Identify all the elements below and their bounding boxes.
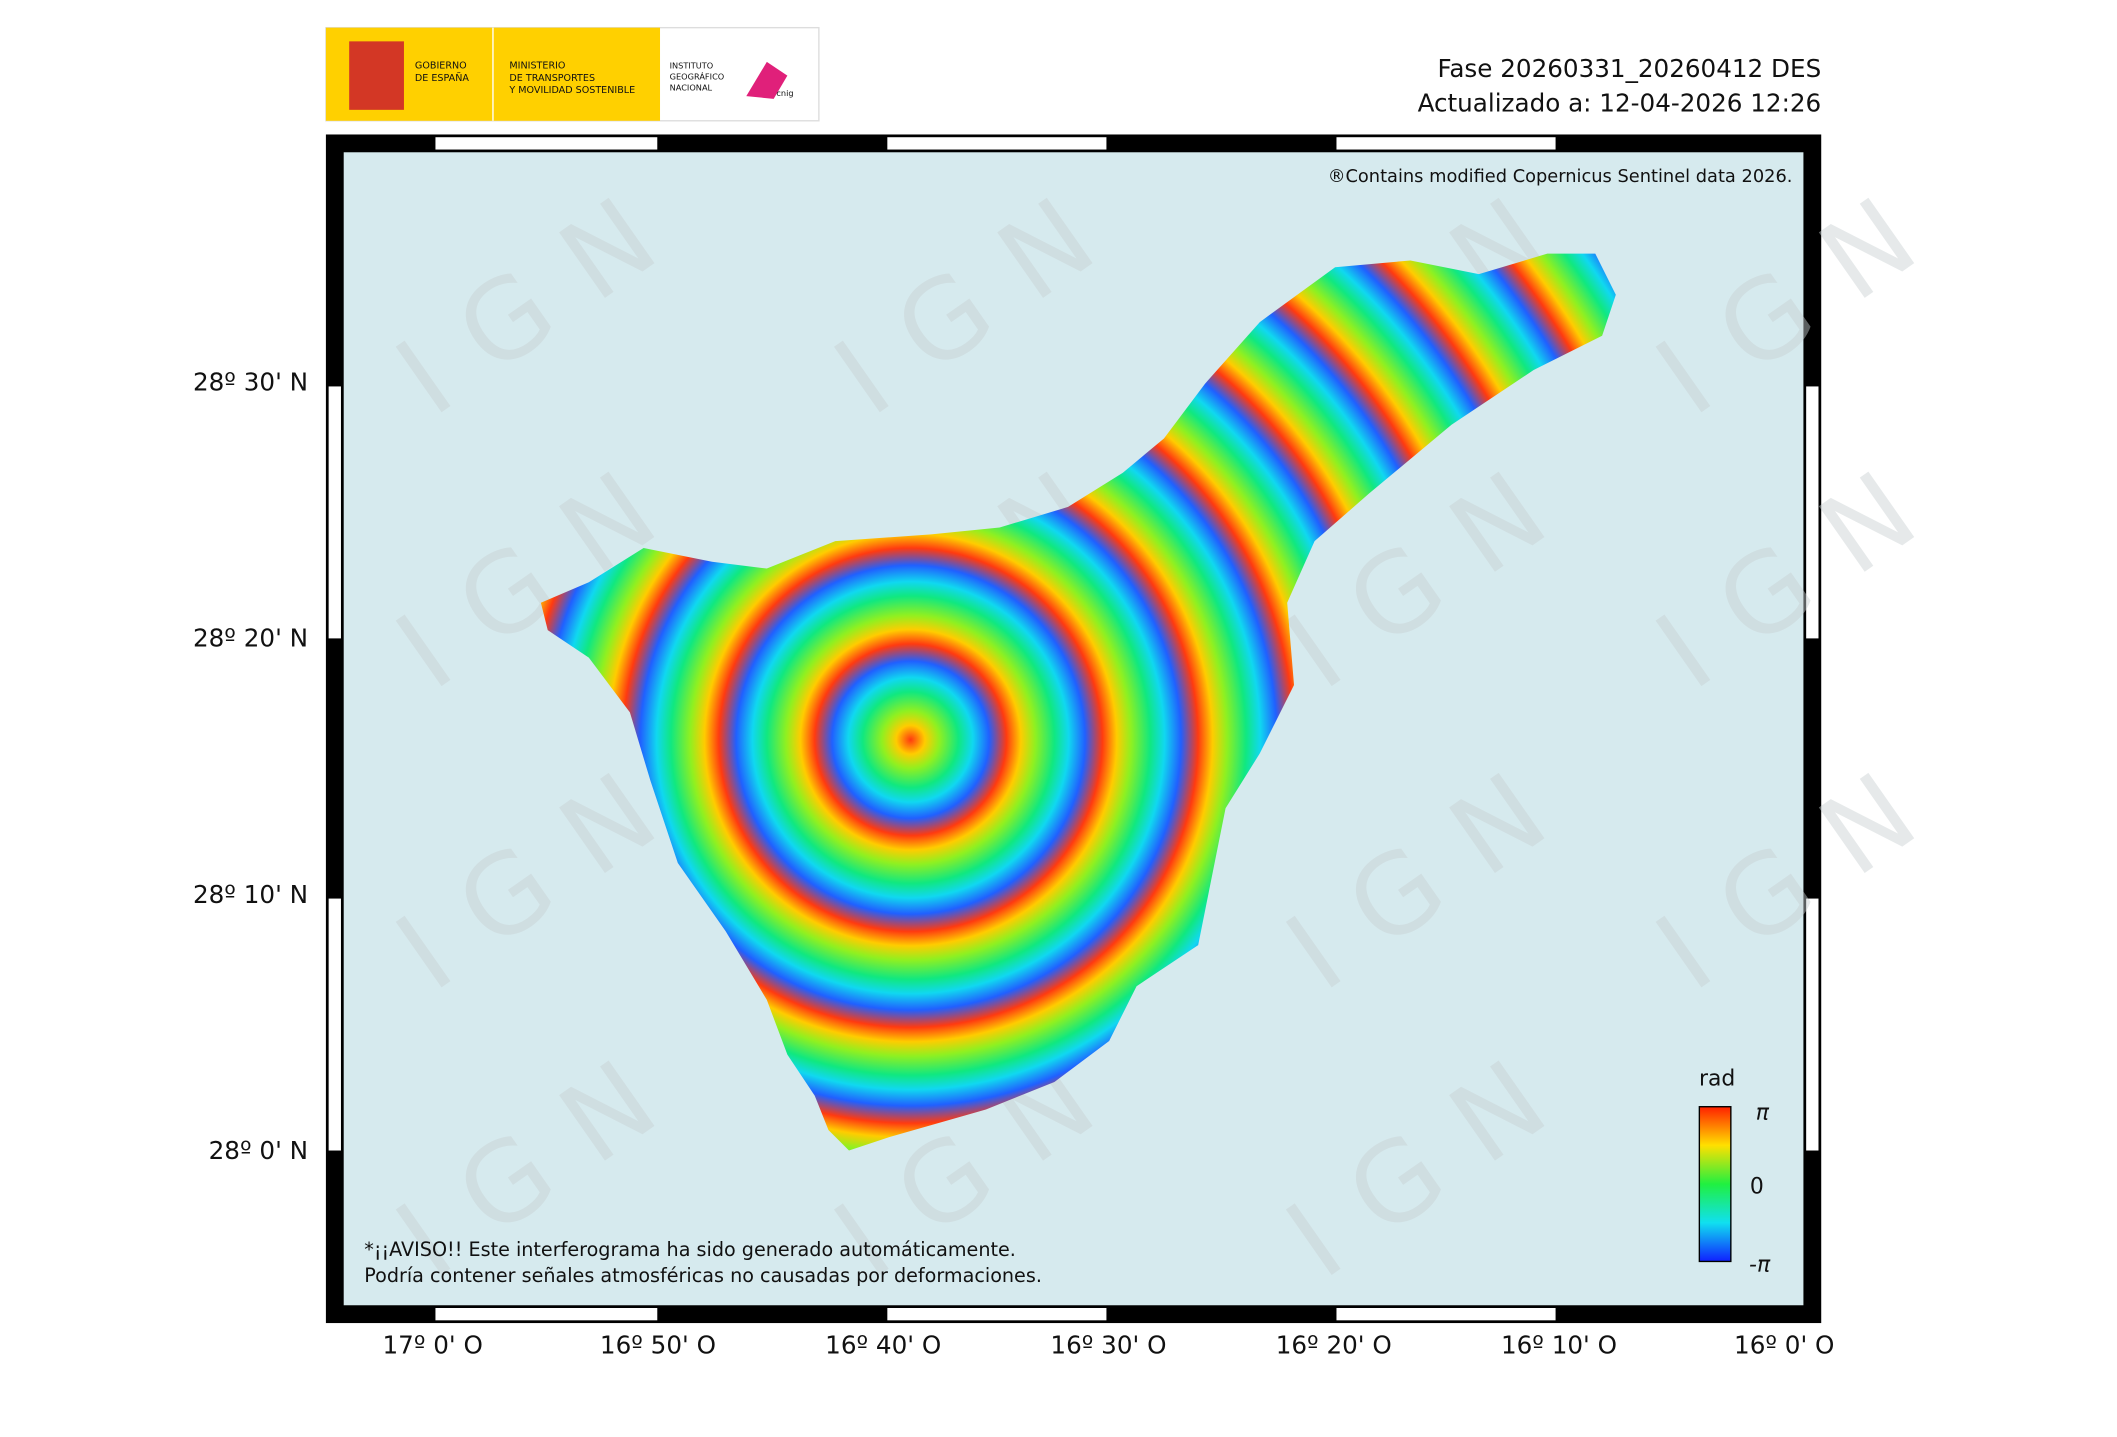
- lon-label: 16º 20' O: [1276, 1330, 1392, 1359]
- institute-text: INSTITUTO: [670, 61, 714, 71]
- lon-label: 16º 0' O: [1734, 1330, 1834, 1359]
- lon-label: 17º 0' O: [383, 1330, 483, 1359]
- lon-label: 16º 10' O: [1501, 1330, 1617, 1359]
- updated: Actualizado a: 12-04-2026 12:26: [1418, 88, 1822, 117]
- lat-labels: 28º 30' N 28º 20' N 28º 10' N 28º 0' N: [193, 368, 308, 1165]
- logo: GOBIERNO DE ESPAÑA MINISTERIO DE TRANSPO…: [325, 26, 820, 122]
- interferogram: [540, 253, 1616, 1151]
- colorbar-label: -π: [1749, 1253, 1771, 1278]
- ministry-text: MINISTERIO: [509, 61, 565, 72]
- institute-text: NACIONAL: [670, 82, 713, 92]
- colorbar-label: 0: [1750, 1174, 1764, 1199]
- ministry-text: Y MOVILIDAD SOSTENIBLE: [508, 85, 635, 96]
- lon-label: 16º 50' O: [600, 1330, 716, 1359]
- lat-label: 28º 20' N: [193, 624, 308, 653]
- institute-text: GEOGRÁFICO: [670, 70, 725, 81]
- lat-label: 28º 0' N: [209, 1136, 308, 1165]
- colorbar: rad π 0 -π: [1698, 1066, 1771, 1278]
- lon-label: 16º 30' O: [1050, 1330, 1166, 1359]
- gov-text: GOBIERNO: [415, 61, 467, 72]
- colorbar-title: rad: [1699, 1066, 1735, 1091]
- warning: Podría contener señales atmosféricas no …: [364, 1264, 1042, 1287]
- copyright: ®Contains modified Copernicus Sentinel d…: [1328, 166, 1793, 187]
- lon-labels: 17º 0' O 16º 50' O 16º 40' O 16º 30' O 16º 2…: [383, 1330, 1835, 1359]
- phase: Fase 20260331_20260412 DES: [1437, 54, 1821, 83]
- gov-text: DE ESPAÑA: [415, 73, 469, 84]
- warning: *¡¡AVISO!! Este interferograma ha sido g…: [364, 1238, 1016, 1261]
- lon-label: 16º 40' O: [825, 1330, 941, 1359]
- lat-label: 28º 30' N: [193, 368, 308, 397]
- brand: cnig: [776, 88, 793, 98]
- ministry-text: DE TRANSPORTES: [509, 73, 595, 84]
- colorbar-label: π: [1756, 1101, 1770, 1126]
- lat-label: 28º 10' N: [193, 880, 308, 909]
